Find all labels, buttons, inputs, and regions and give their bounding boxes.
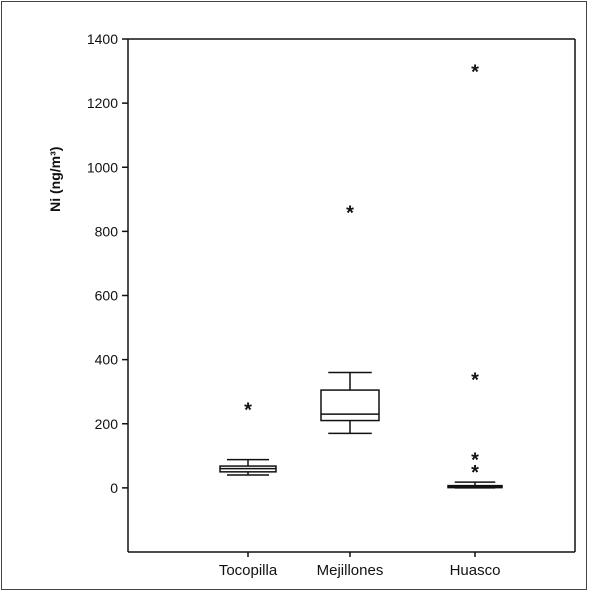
y-tick-label: 200 xyxy=(95,416,119,432)
y-tick-label: 400 xyxy=(95,352,119,368)
x-category-label: Mejillones xyxy=(317,562,384,579)
y-tick-label: 1200 xyxy=(87,95,118,111)
y-tick-label: 1000 xyxy=(87,159,118,175)
y-tick-label: 800 xyxy=(95,223,119,239)
y-tick-label: 1400 xyxy=(87,31,118,47)
x-category-label: Tocopilla xyxy=(219,562,278,579)
outlier-point: * xyxy=(471,449,479,471)
outlier-point: * xyxy=(471,61,479,83)
y-tick-label: 0 xyxy=(110,480,118,496)
iqr-box xyxy=(320,389,380,422)
x-axis: Tocopilla Mejillones Huasco xyxy=(128,551,575,579)
x-category-label: Huasco xyxy=(450,562,501,579)
outlier-point: * xyxy=(244,400,252,422)
y-axis: 0 200 400 600 800 1000 1200 1400 xyxy=(87,31,576,552)
boxes: ****** xyxy=(219,61,503,489)
outlier-point: * xyxy=(471,462,479,484)
outlier-point: * xyxy=(471,369,479,391)
outlier-point: * xyxy=(346,203,354,225)
y-axis-label: Ni (ng/m³) xyxy=(47,147,63,212)
y-tick-label: 600 xyxy=(95,288,119,304)
